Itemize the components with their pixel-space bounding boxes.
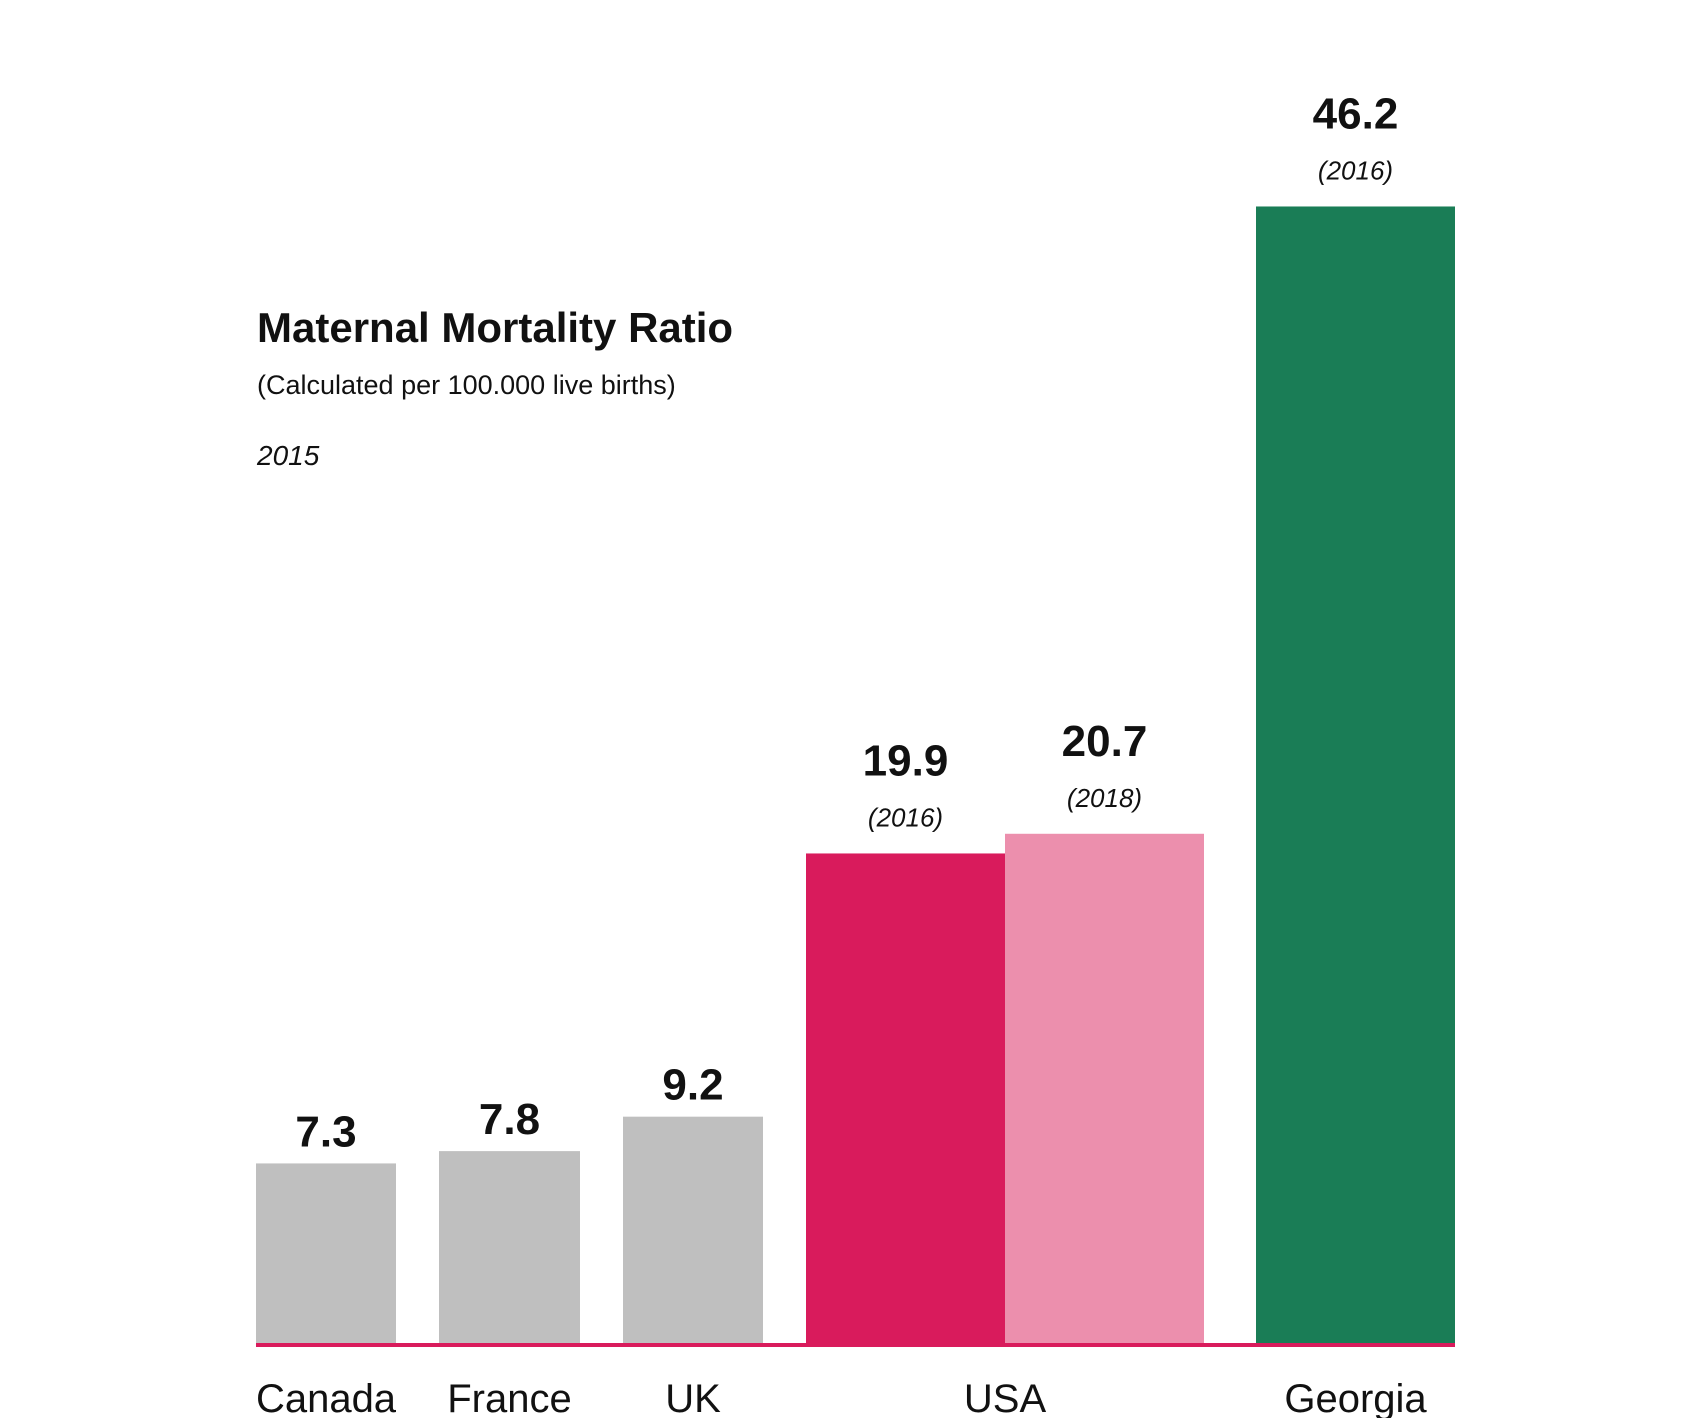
year-label-usa: (2016): [868, 802, 943, 832]
bar-georgia-2016: [1256, 206, 1455, 1344]
bar-uk: [623, 1116, 763, 1343]
bars-group: [256, 206, 1455, 1344]
category-label-france: France: [447, 1377, 572, 1418]
chart-title: Maternal Mortality Ratio: [257, 304, 733, 351]
chart-year-note: 2015: [256, 440, 320, 471]
value-label-georgia: 46.2: [1313, 89, 1399, 138]
bar-usa-2018: [1005, 833, 1204, 1343]
category-labels-group: Canada France UK USA Georgia: [256, 1377, 1427, 1418]
value-label-usa: 19.9: [863, 736, 949, 785]
value-label-france: 7.8: [479, 1095, 540, 1144]
value-label-uk: 9.2: [662, 1061, 723, 1110]
year-label-usa: (2018): [1067, 783, 1142, 813]
category-label-canada: Canada: [256, 1377, 397, 1418]
labels-group: 7.3 7.8 9.2 19.9 (2016) 20.7 (2018) 46.2 (2016): [295, 89, 1398, 1156]
category-label-georgia: Georgia: [1284, 1377, 1427, 1418]
category-label-uk: UK: [665, 1377, 721, 1418]
bar-france: [439, 1151, 580, 1343]
bar-canada: [256, 1163, 396, 1343]
bar-usa-2016: [806, 853, 1005, 1343]
chart-subtitle: (Calculated per 100.000 live births): [257, 370, 676, 400]
year-label-georgia: (2016): [1318, 155, 1393, 185]
category-label-usa: USA: [964, 1377, 1047, 1418]
value-label-canada: 7.3: [295, 1107, 356, 1156]
value-label-usa: 20.7: [1062, 717, 1148, 766]
